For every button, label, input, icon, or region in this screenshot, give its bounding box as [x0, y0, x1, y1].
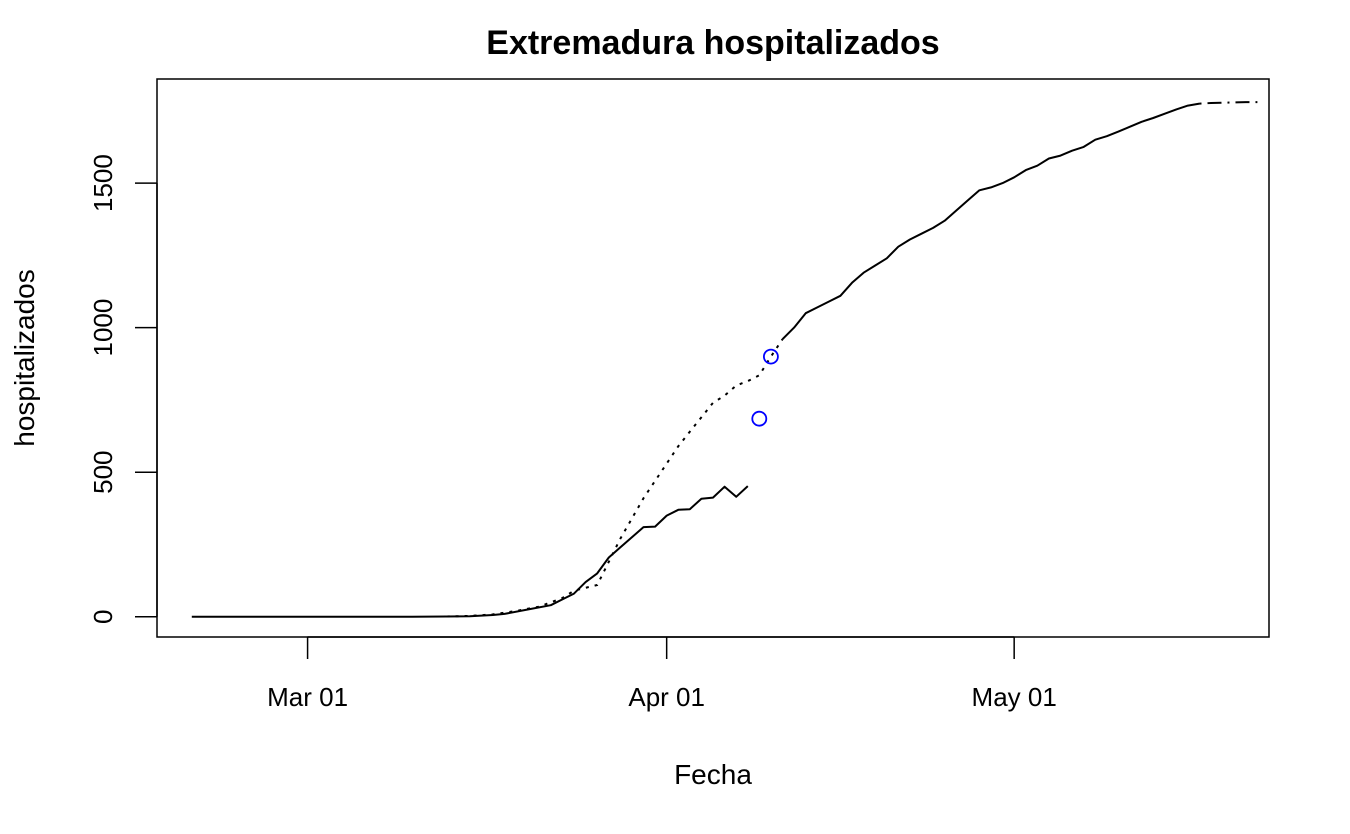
- data-point-4-0: [751, 410, 768, 427]
- series-line-2: [781, 102, 1200, 340]
- x-axis-label: Fecha: [674, 759, 752, 790]
- series-line-1: [446, 338, 784, 618]
- data-point-4-1: [763, 348, 779, 365]
- series-line-0: [191, 485, 749, 618]
- x-tick-label-0: Mar 01: [267, 682, 348, 712]
- series-line-3: [1199, 101, 1258, 105]
- plot-frame: [156, 78, 1270, 638]
- y-tick-label-1: 500: [88, 451, 118, 494]
- x-tick-label-1: Apr 01: [628, 682, 705, 712]
- chart-title: Extremadura hospitalizados: [486, 24, 939, 62]
- y-axis-label: hospitalizados: [9, 269, 40, 446]
- series-layer: [191, 101, 1258, 618]
- y-axis: 0 500 1000 1500: [88, 154, 158, 624]
- x-axis: Mar 01 Apr 01 May 01: [267, 636, 1057, 712]
- x-tick-label-2: May 01: [972, 682, 1057, 712]
- y-tick-label-0: 0: [88, 610, 118, 624]
- y-tick-label-2: 1000: [88, 299, 118, 357]
- y-tick-label-3: 1500: [88, 154, 118, 212]
